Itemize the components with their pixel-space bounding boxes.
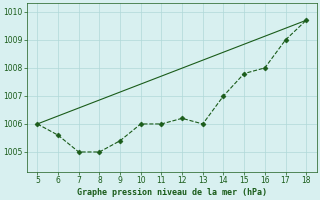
X-axis label: Graphe pression niveau de la mer (hPa): Graphe pression niveau de la mer (hPa) xyxy=(77,188,267,197)
